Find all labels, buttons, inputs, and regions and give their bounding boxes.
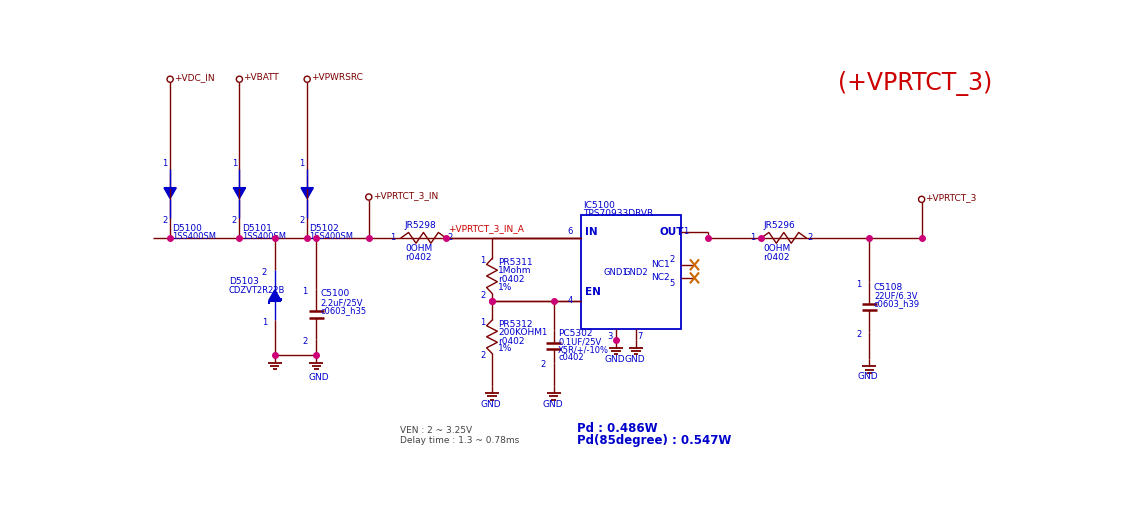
Text: 2: 2 <box>262 268 267 277</box>
Text: +VBATT: +VBATT <box>243 73 280 82</box>
Text: 1SS400SM: 1SS400SM <box>172 232 217 241</box>
Text: 6: 6 <box>567 227 573 236</box>
Text: NC1: NC1 <box>652 261 670 269</box>
Text: IN: IN <box>585 227 598 237</box>
Text: D5100: D5100 <box>172 224 202 233</box>
Text: 1: 1 <box>232 159 237 169</box>
Text: 1%: 1% <box>499 344 512 353</box>
Text: GND: GND <box>309 374 330 383</box>
Text: 0.1UF/25V: 0.1UF/25V <box>558 337 601 346</box>
Text: 7: 7 <box>638 332 642 341</box>
Text: D5101: D5101 <box>242 224 272 233</box>
Text: D5103: D5103 <box>228 277 259 286</box>
Text: c0603_h35: c0603_h35 <box>321 307 366 316</box>
Text: OUT: OUT <box>659 227 683 237</box>
Polygon shape <box>301 188 314 199</box>
Polygon shape <box>268 290 281 301</box>
Text: 1: 1 <box>480 256 486 265</box>
Text: 2: 2 <box>162 216 168 225</box>
Text: +VPRTCT_3_IN_A: +VPRTCT_3_IN_A <box>448 224 524 233</box>
Text: GND: GND <box>480 401 501 409</box>
Text: c0402: c0402 <box>558 353 584 362</box>
Text: X5R/+/-10%: X5R/+/-10% <box>558 346 609 355</box>
Text: 1: 1 <box>302 287 307 296</box>
Text: 4: 4 <box>567 296 573 306</box>
Text: 2: 2 <box>232 216 237 225</box>
Text: 1: 1 <box>683 227 688 236</box>
Text: +VPRTCT_3_IN: +VPRTCT_3_IN <box>373 191 438 200</box>
Text: 1%: 1% <box>499 283 512 292</box>
Text: Delay time : 1.3 ~ 0.78ms: Delay time : 1.3 ~ 0.78ms <box>399 436 519 445</box>
Text: C5108: C5108 <box>874 283 904 292</box>
Text: PC5302: PC5302 <box>558 329 592 338</box>
Text: 3: 3 <box>607 332 613 341</box>
Text: 2: 2 <box>541 360 545 370</box>
Polygon shape <box>233 188 245 199</box>
Text: +VPWRSRC: +VPWRSRC <box>311 73 363 82</box>
Text: Pd(85degree) : 0.547W: Pd(85degree) : 0.547W <box>576 434 731 447</box>
Text: 1: 1 <box>262 318 267 327</box>
Text: VEN : 2 ~ 3.25V: VEN : 2 ~ 3.25V <box>399 426 471 435</box>
Text: 1Mohm: 1Mohm <box>499 266 532 276</box>
Text: 1: 1 <box>480 318 486 327</box>
Text: TPS70933DRVR: TPS70933DRVR <box>583 210 653 218</box>
Text: 1SS400SM: 1SS400SM <box>309 232 354 241</box>
Text: +VDC_IN: +VDC_IN <box>173 73 215 82</box>
Text: JR5298: JR5298 <box>405 221 437 230</box>
Text: IC5100: IC5100 <box>583 201 615 210</box>
Text: 2: 2 <box>480 351 486 360</box>
Text: GND: GND <box>858 372 879 381</box>
Text: NC2: NC2 <box>652 274 670 282</box>
Text: C5100: C5100 <box>321 289 349 298</box>
Text: 5: 5 <box>670 279 674 288</box>
Text: GND1: GND1 <box>604 268 629 277</box>
Text: CDZVT2R22B: CDZVT2R22B <box>228 285 285 295</box>
Text: PR5312: PR5312 <box>499 320 533 329</box>
Text: 1: 1 <box>750 234 755 242</box>
Text: +VPRTCT_3: +VPRTCT_3 <box>925 193 977 202</box>
Text: 2.2uF/25V: 2.2uF/25V <box>321 298 363 307</box>
Bar <box>581 215 681 329</box>
Text: 2: 2 <box>480 291 486 300</box>
Text: 2: 2 <box>670 255 674 264</box>
Text: 1: 1 <box>390 234 395 242</box>
Polygon shape <box>164 188 176 199</box>
Text: r0402: r0402 <box>499 336 525 346</box>
Text: 1: 1 <box>857 280 861 289</box>
Text: 200KOHM: 200KOHM <box>499 328 542 337</box>
Text: 1: 1 <box>541 328 545 337</box>
Text: 2: 2 <box>808 234 812 242</box>
Text: 2: 2 <box>302 337 307 346</box>
Text: 2: 2 <box>299 216 305 225</box>
Text: (+VPRTCT_3): (+VPRTCT_3) <box>839 71 993 97</box>
Text: 22UF/6.3V: 22UF/6.3V <box>874 291 917 300</box>
Text: r0402: r0402 <box>499 275 525 284</box>
Text: Pd : 0.486W: Pd : 0.486W <box>576 422 657 435</box>
Text: 1SS400SM: 1SS400SM <box>242 232 285 241</box>
Text: 2: 2 <box>447 234 453 242</box>
Text: JR5296: JR5296 <box>763 221 795 230</box>
Text: D5102: D5102 <box>309 224 339 233</box>
Text: r0402: r0402 <box>405 253 431 262</box>
Text: 0OHM: 0OHM <box>405 244 432 253</box>
Text: PR5311: PR5311 <box>499 258 533 267</box>
Text: EN: EN <box>585 286 601 297</box>
Text: GND: GND <box>605 355 625 364</box>
Text: 1: 1 <box>299 159 305 169</box>
Text: GND2: GND2 <box>624 268 648 277</box>
Text: GND: GND <box>624 355 645 364</box>
Text: 0OHM: 0OHM <box>763 244 791 253</box>
Text: 1: 1 <box>162 159 168 169</box>
Text: r0402: r0402 <box>763 253 790 262</box>
Text: c0603_h39: c0603_h39 <box>874 299 920 309</box>
Text: 2: 2 <box>857 330 861 338</box>
Text: GND: GND <box>542 401 563 409</box>
